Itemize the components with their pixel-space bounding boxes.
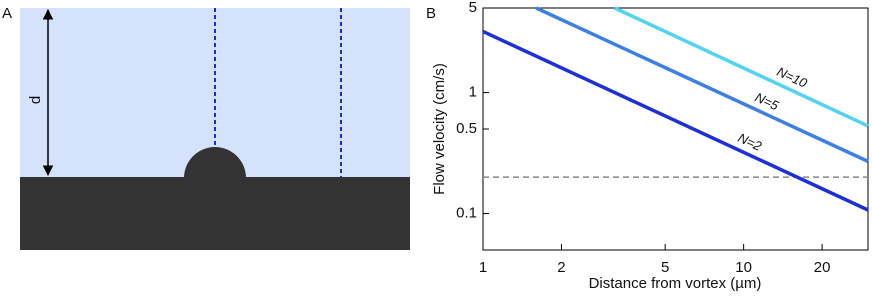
y-axis-label: Flow velocity (cm/s) (431, 63, 448, 195)
panel-label: B (426, 5, 436, 22)
series-line (482, 29, 869, 212)
y-tick-label: 5 (469, 0, 477, 16)
x-tick-label: 2 (557, 259, 565, 276)
x-axis-label: Distance from vortex (µm) (589, 275, 762, 292)
x-tick-label: 1 (479, 259, 487, 276)
x-tick-label: 20 (814, 259, 831, 276)
y-tick-label: 0.5 (456, 120, 477, 137)
x-tick-label: 5 (661, 259, 669, 276)
y-tick-label: 0.1 (456, 205, 477, 222)
ground (20, 177, 410, 250)
y-tick-label: 1 (469, 84, 477, 101)
panel-label: A (2, 5, 12, 22)
plot-area (482, 7, 869, 251)
bump (184, 147, 246, 178)
series-line (613, 6, 869, 128)
dimension-label: d (27, 96, 44, 104)
series-line (535, 6, 869, 163)
x-tick-label: 10 (735, 259, 752, 276)
series-label: N=10 (775, 64, 811, 91)
